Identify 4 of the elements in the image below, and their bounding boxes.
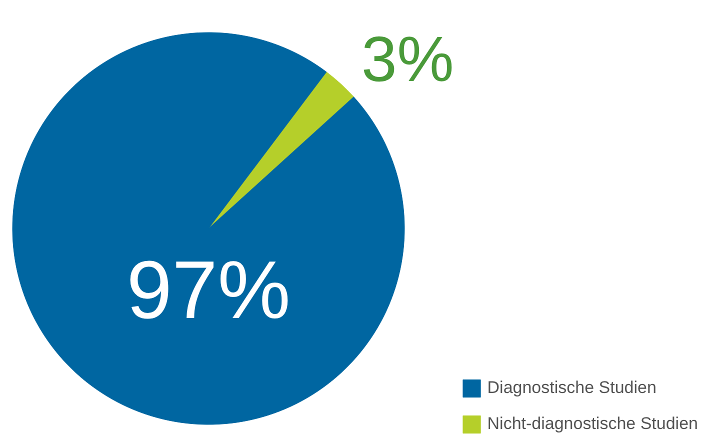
data-label: 97% <box>126 245 291 336</box>
data-label: 3% <box>361 23 454 96</box>
legend-label: Nicht-diagnostische Studien <box>487 414 698 434</box>
legend-label: Diagnostische Studien <box>487 378 656 398</box>
